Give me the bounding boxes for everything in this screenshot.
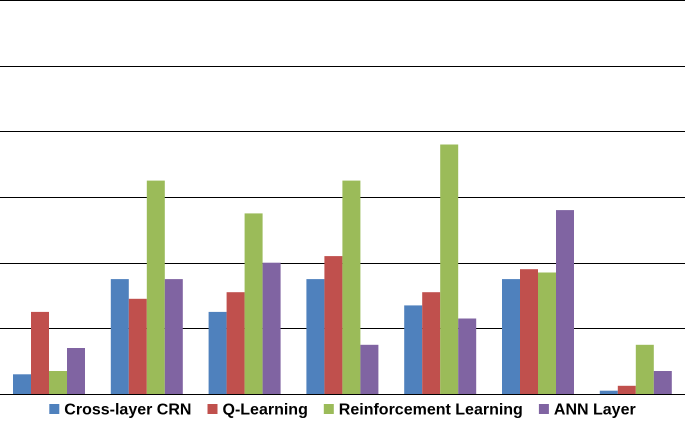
bar-reinforcement-learning-5 [440,144,459,394]
legend-swatch [538,404,549,414]
bar-q-learning-2 [128,298,147,394]
legend-label: Cross-layer CRN [64,402,191,419]
bar-q-learning-4 [324,256,343,394]
bar-cross-layer-crn-6 [502,279,520,394]
bar-cross-layer-crn-7 [599,390,618,394]
bar-q-learning-1 [31,311,49,394]
bar-ann-layer-6 [556,210,574,394]
legend-item-4: ANN Layer [538,402,636,419]
bar-q-learning-7 [617,385,636,394]
bar-reinforcement-learning-3 [244,213,263,394]
legend-label: ANN Layer [554,402,636,419]
legend: Cross-layer CRN Q-Learning Reinforcement L… [49,402,636,419]
bar-ann-layer-2 [164,279,183,394]
bar-ann-layer-3 [262,262,281,394]
legend-swatch [207,404,218,414]
bar-reinforcement-learning-6 [538,272,556,394]
bar-cross-layer-crn-3 [208,311,227,394]
bar-cross-layer-crn-5 [404,305,423,394]
bar-q-learning-5 [422,292,441,394]
bar-q-learning-3 [226,292,245,394]
bar-reinforcement-learning-4 [342,180,361,394]
legend-item-3: Reinforcement Learning [323,402,523,419]
bar-cross-layer-crn-2 [110,279,129,394]
bar-ann-layer-7 [653,371,672,394]
legend-swatch [49,404,60,414]
bar-cross-layer-crn-4 [306,279,325,394]
legend-label: Reinforcement Learning [339,402,523,419]
legend-item-1: Cross-layer CRN [49,402,191,419]
bar-ann-layer-1 [67,348,85,394]
bar-reinforcement-learning-2 [146,180,165,394]
bars [13,144,672,395]
bar-cross-layer-crn-1 [13,374,31,394]
bar-q-learning-6 [520,269,538,394]
legend-item-2: Q-Learning [207,402,308,419]
legend-label: Q-Learning [223,402,308,419]
bar-ann-layer-5 [458,318,477,394]
bar-reinforcement-learning-1 [49,371,67,394]
legend-swatch [323,404,334,414]
bar-reinforcement-learning-7 [635,344,654,395]
bar-ann-layer-4 [360,344,379,395]
